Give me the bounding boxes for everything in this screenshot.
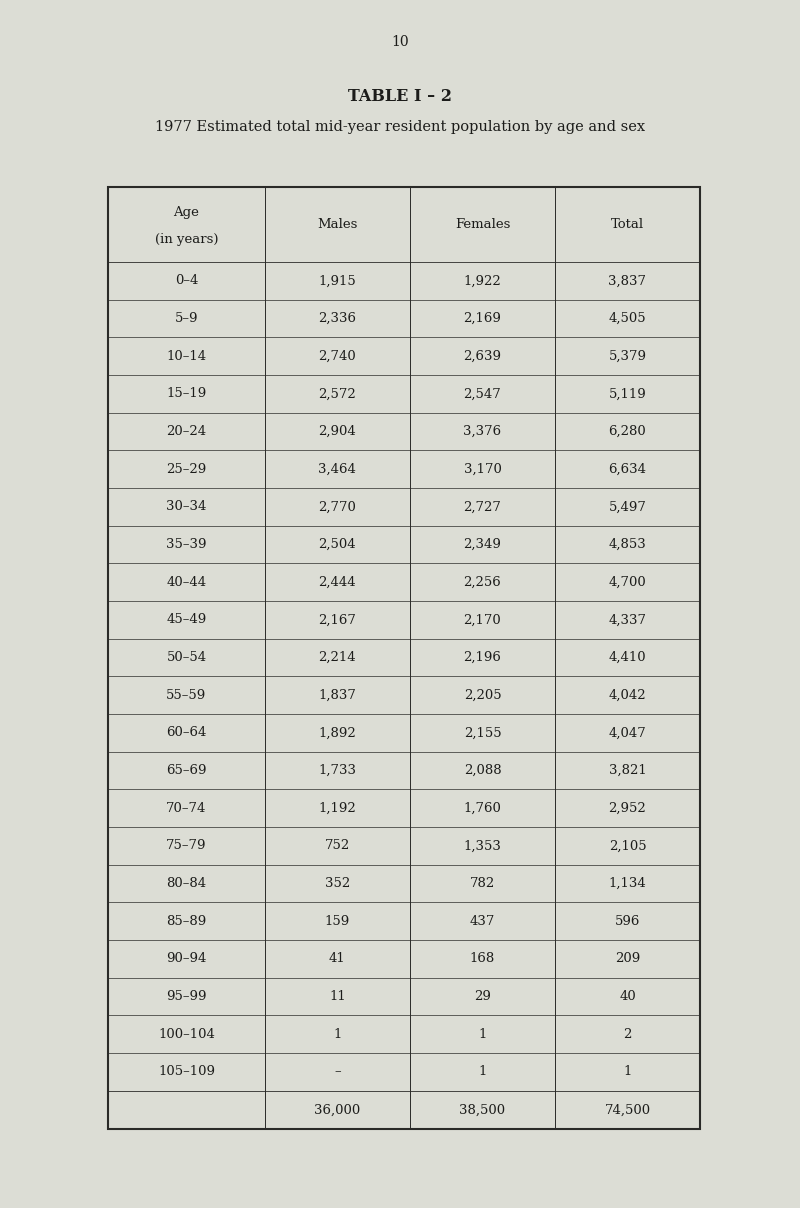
Text: 5–9: 5–9 xyxy=(174,312,198,325)
Text: –: – xyxy=(334,1065,341,1079)
Text: 2,904: 2,904 xyxy=(318,425,356,439)
Text: 2,256: 2,256 xyxy=(463,576,502,588)
Text: 596: 596 xyxy=(614,914,640,928)
Text: 4,410: 4,410 xyxy=(609,651,646,664)
Text: 55–59: 55–59 xyxy=(166,689,206,702)
Text: 40–44: 40–44 xyxy=(166,576,206,588)
Text: 3,170: 3,170 xyxy=(463,463,502,476)
Text: 1,353: 1,353 xyxy=(463,840,502,853)
Text: Total: Total xyxy=(611,219,644,231)
Text: 80–84: 80–84 xyxy=(166,877,206,890)
Text: 159: 159 xyxy=(325,914,350,928)
Text: (in years): (in years) xyxy=(154,233,218,245)
Text: 2,105: 2,105 xyxy=(609,840,646,853)
Text: 11: 11 xyxy=(329,991,346,1003)
Text: 2,214: 2,214 xyxy=(318,651,356,664)
Text: 35–39: 35–39 xyxy=(166,538,206,551)
Text: 1,134: 1,134 xyxy=(609,877,646,890)
Text: 5,379: 5,379 xyxy=(609,350,646,362)
Text: Females: Females xyxy=(454,219,510,231)
Text: 2,196: 2,196 xyxy=(463,651,502,664)
Text: 4,337: 4,337 xyxy=(609,614,646,627)
Text: 1: 1 xyxy=(478,1065,486,1079)
Text: 70–74: 70–74 xyxy=(166,802,206,815)
Text: 1: 1 xyxy=(623,1065,632,1079)
Text: 1,760: 1,760 xyxy=(463,802,502,815)
Text: 25–29: 25–29 xyxy=(166,463,206,476)
Text: 782: 782 xyxy=(470,877,495,890)
Text: 1: 1 xyxy=(478,1028,486,1041)
Text: 38,500: 38,500 xyxy=(459,1104,506,1116)
Text: 15–19: 15–19 xyxy=(166,388,206,401)
Text: TABLE I – 2: TABLE I – 2 xyxy=(348,88,452,105)
Text: 2,727: 2,727 xyxy=(463,500,502,513)
Text: 5,119: 5,119 xyxy=(609,388,646,401)
Text: 4,042: 4,042 xyxy=(609,689,646,702)
Text: 2,740: 2,740 xyxy=(318,350,356,362)
Text: 2,167: 2,167 xyxy=(318,614,356,627)
Text: 60–64: 60–64 xyxy=(166,726,206,739)
Text: 2,770: 2,770 xyxy=(318,500,356,513)
Text: 105–109: 105–109 xyxy=(158,1065,215,1079)
Text: 5,497: 5,497 xyxy=(609,500,646,513)
Text: 10: 10 xyxy=(391,35,409,50)
Text: 50–54: 50–54 xyxy=(166,651,206,664)
Text: 2,170: 2,170 xyxy=(463,614,502,627)
Text: 2,572: 2,572 xyxy=(318,388,356,401)
Text: 2,155: 2,155 xyxy=(464,726,502,739)
Text: 2,952: 2,952 xyxy=(609,802,646,815)
Text: 75–79: 75–79 xyxy=(166,840,206,853)
Text: 1: 1 xyxy=(334,1028,342,1041)
Text: 36,000: 36,000 xyxy=(314,1104,361,1116)
Text: 2,547: 2,547 xyxy=(463,388,502,401)
Text: 95–99: 95–99 xyxy=(166,991,206,1003)
Text: 2,088: 2,088 xyxy=(464,765,502,777)
Text: 1,733: 1,733 xyxy=(318,765,357,777)
Text: 30–34: 30–34 xyxy=(166,500,206,513)
Text: 3,376: 3,376 xyxy=(463,425,502,439)
Text: 2,349: 2,349 xyxy=(463,538,502,551)
Text: Males: Males xyxy=(318,219,358,231)
Text: 45–49: 45–49 xyxy=(166,614,206,627)
Text: 40: 40 xyxy=(619,991,636,1003)
Text: 10–14: 10–14 xyxy=(166,350,206,362)
Text: 2,504: 2,504 xyxy=(318,538,356,551)
Text: 6,634: 6,634 xyxy=(609,463,646,476)
Text: 3,821: 3,821 xyxy=(609,765,646,777)
Text: 4,047: 4,047 xyxy=(609,726,646,739)
Text: 4,853: 4,853 xyxy=(609,538,646,551)
Text: 1,192: 1,192 xyxy=(318,802,356,815)
Text: 2,336: 2,336 xyxy=(318,312,357,325)
Text: 6,280: 6,280 xyxy=(609,425,646,439)
Text: 85–89: 85–89 xyxy=(166,914,206,928)
Text: 3,837: 3,837 xyxy=(609,274,646,288)
Text: 752: 752 xyxy=(325,840,350,853)
Text: 2: 2 xyxy=(623,1028,632,1041)
Text: 2,169: 2,169 xyxy=(463,312,502,325)
Text: 74,500: 74,500 xyxy=(605,1104,650,1116)
Text: 1,915: 1,915 xyxy=(318,274,356,288)
Text: 90–94: 90–94 xyxy=(166,952,206,965)
Text: 1,892: 1,892 xyxy=(318,726,356,739)
Text: 2,205: 2,205 xyxy=(464,689,502,702)
Text: 4,700: 4,700 xyxy=(609,576,646,588)
Text: 2,639: 2,639 xyxy=(463,350,502,362)
Text: 0–4: 0–4 xyxy=(174,274,198,288)
Text: 2,444: 2,444 xyxy=(318,576,356,588)
Text: 41: 41 xyxy=(329,952,346,965)
Text: 209: 209 xyxy=(615,952,640,965)
Text: 168: 168 xyxy=(470,952,495,965)
Text: 65–69: 65–69 xyxy=(166,765,206,777)
Text: 1977 Estimated total mid-year resident population by age and sex: 1977 Estimated total mid-year resident p… xyxy=(155,120,645,134)
Text: 3,464: 3,464 xyxy=(318,463,356,476)
Text: 100–104: 100–104 xyxy=(158,1028,215,1041)
Text: 1,837: 1,837 xyxy=(318,689,356,702)
Text: 20–24: 20–24 xyxy=(166,425,206,439)
Text: 1,922: 1,922 xyxy=(463,274,502,288)
Text: 29: 29 xyxy=(474,991,491,1003)
Text: Age: Age xyxy=(174,207,199,219)
Text: 4,505: 4,505 xyxy=(609,312,646,325)
Text: 352: 352 xyxy=(325,877,350,890)
Text: 437: 437 xyxy=(470,914,495,928)
